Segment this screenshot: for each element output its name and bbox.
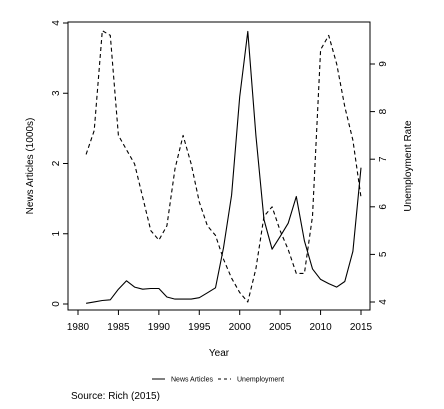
x-tick-label: 1980 <box>67 322 90 333</box>
x-tick-label: 2015 <box>350 322 373 333</box>
x-tick-label: 1995 <box>188 322 211 333</box>
x-tick-label: 1985 <box>107 322 130 333</box>
y-right-tick-label: 6 <box>378 204 389 210</box>
axes: 1980 1985 1990 1995 2000 2005 2010 2015 0 1 2 3 4 4 5 6… <box>25 20 414 359</box>
legend: News Articles Unemployment <box>152 377 284 384</box>
y-left-axis-label: News Articles (1000s) <box>25 118 36 215</box>
x-axis-label: Year <box>209 348 230 359</box>
y-right-tick-label: 7 <box>378 156 389 162</box>
legend-label-unemployment: Unemployment <box>237 377 284 384</box>
y-left-tick-label: 1 <box>51 231 62 237</box>
y-left-tick-label: 4 <box>51 20 62 26</box>
y-right-tick-label: 8 <box>378 108 389 114</box>
y-right-tick-label: 9 <box>378 61 389 67</box>
series-layer <box>85 30 362 304</box>
y-left-tick-label: 3 <box>51 90 62 96</box>
x-tick-label: 2005 <box>269 322 292 333</box>
y-right-tick-label: 5 <box>378 251 389 257</box>
plot-frame <box>67 21 371 311</box>
source-caption: Source: Rich (2015) <box>71 391 160 402</box>
y-right-tick-label: 4 <box>378 299 389 305</box>
y-left-tick-label: 0 <box>51 301 62 307</box>
x-tick-label: 2000 <box>229 322 252 333</box>
y-left-tick-label: 2 <box>51 160 62 166</box>
series-line-news-articles <box>86 30 362 304</box>
x-tick-label: 1990 <box>148 322 171 333</box>
series-line-unemployment <box>85 30 362 303</box>
legend-label-news-articles: News Articles <box>171 377 214 384</box>
x-tick-label: 2010 <box>309 322 332 333</box>
y-right-axis-label: Unemployment Rate <box>403 120 414 212</box>
